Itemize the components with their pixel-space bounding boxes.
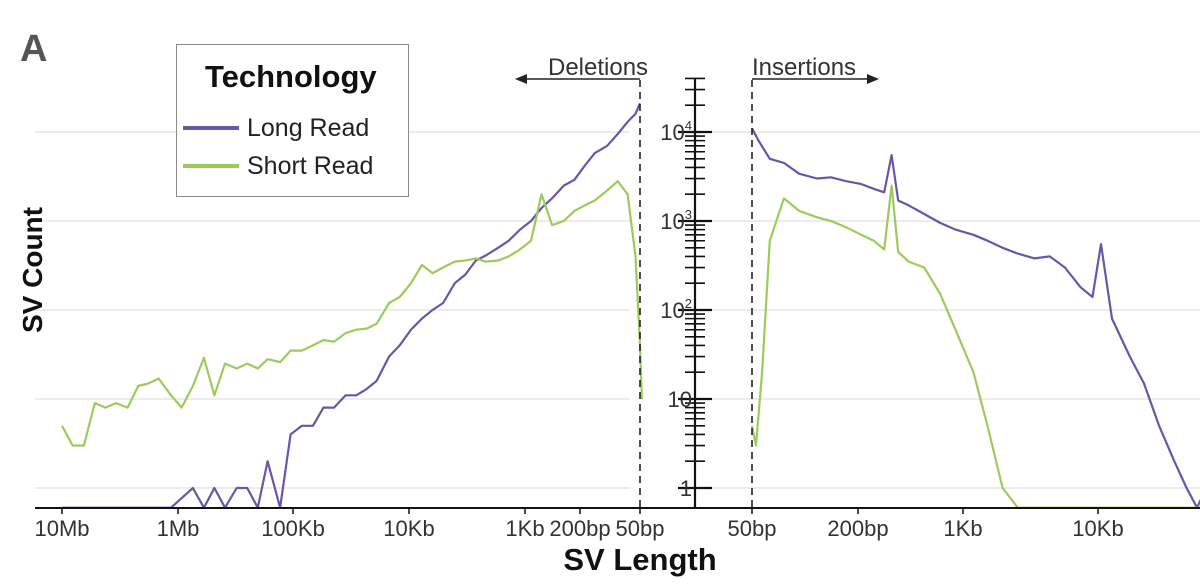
legend-label-short-read: Short Read — [247, 151, 374, 180]
y-tick-label: 1 — [680, 476, 692, 501]
series-long-read-insertions — [751, 127, 1200, 509]
deletions-label: Deletions — [548, 54, 649, 81]
x-tick-label: 200bp — [827, 516, 888, 541]
x-axis-title: SV Length — [563, 542, 716, 577]
x-tick-label: 100Kb — [261, 516, 325, 541]
y-tick-label: 102 — [660, 296, 692, 323]
legend-swatch-short-read — [183, 164, 239, 168]
legend-title: Technology — [205, 59, 377, 94]
legend-item-long-read: Long Read — [183, 113, 369, 143]
series-short-read-insertions — [750, 184, 1200, 509]
insertions-arrow-head — [867, 74, 879, 84]
y-tick-label: 104 — [660, 118, 692, 145]
x-tick-label: 200bp — [549, 516, 610, 541]
x-tick-label: 10Kb — [1072, 516, 1123, 541]
x-tick-label: 1Kb — [505, 516, 544, 541]
y-tick-label: 10 — [668, 387, 692, 412]
legend-label-long-read: Long Read — [247, 113, 370, 142]
legend-item-short-read: Short Read — [183, 151, 373, 181]
panel-label: A — [20, 28, 48, 70]
legend: Technology Long Read Short Read — [176, 44, 409, 197]
x-tick-label: 10Mb — [34, 516, 89, 541]
series-long-read-deletions — [62, 102, 642, 509]
x-tick-label: 50bp — [728, 516, 777, 541]
x-tick-label: 50bp — [616, 516, 665, 541]
x-axis: 10Mb 1Mb 100Kb 10Kb 1Kb 200bp 50bp 50bp 200bp 1Kb… — [34, 507, 1200, 541]
y-axis: 1 10 102 103 104 — [660, 77, 712, 508]
y-tick-label: 103 — [660, 207, 692, 234]
insertions-label: Insertions — [752, 54, 857, 81]
deletions-arrow-head — [515, 74, 527, 84]
direction-arrows — [515, 74, 879, 84]
legend-swatch-long-read — [183, 126, 239, 130]
y-axis-title: SV Count — [17, 207, 48, 333]
x-tick-label: 10Kb — [383, 516, 434, 541]
series-short-read-deletions — [61, 180, 643, 447]
x-tick-label: 1Mb — [157, 516, 200, 541]
x-tick-label: 1Kb — [943, 516, 982, 541]
